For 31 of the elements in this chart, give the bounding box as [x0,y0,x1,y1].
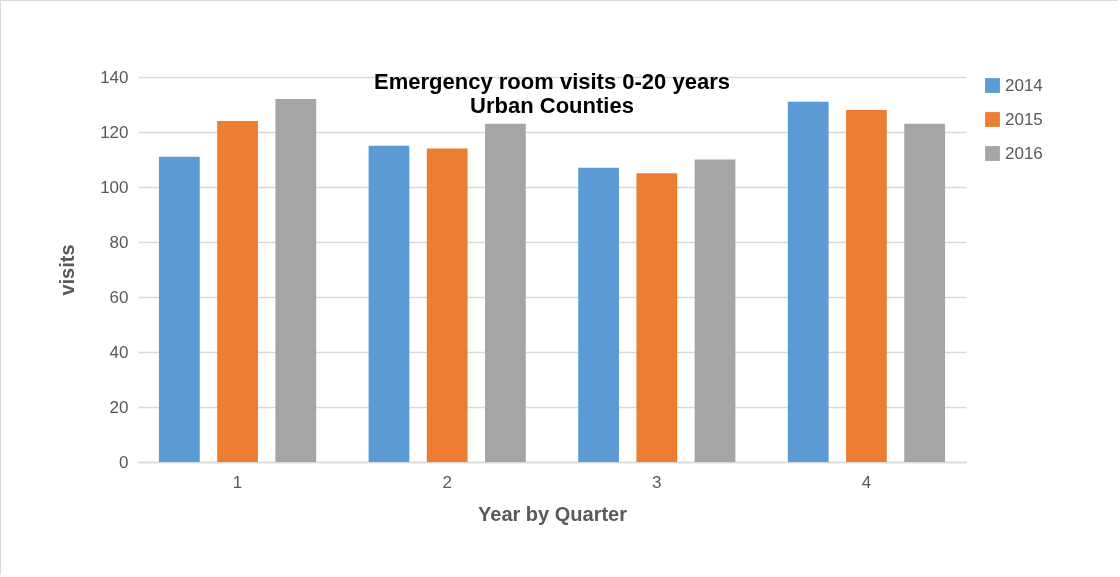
text: Emergency room visits 0-20 years [374,69,730,94]
bar [275,99,317,462]
x-axis-title: Year by Quarter [478,502,628,525]
y-tick-label: 80 [109,232,129,252]
bar [694,159,736,462]
bar [787,101,829,462]
x-tick-label: 2 [442,472,452,492]
text: Urban Counties [470,93,634,118]
y-tick-label: 20 [109,397,129,417]
x-tick-label: 1 [232,472,243,492]
bar [158,156,200,462]
bar [485,123,526,462]
legend-label: 2016 [1005,143,1043,163]
y-tick-label: 100 [100,177,129,197]
bar [846,110,887,462]
bar [636,173,678,462]
y-tick-label: 140 [100,67,129,87]
bar [217,121,258,462]
x-tick-label: 3 [652,472,662,492]
legend-label: 2015 [1005,109,1043,129]
y-tick-label: 120 [100,122,129,142]
y-tick-label: 40 [109,342,129,362]
bar [578,167,619,462]
bar [904,123,946,462]
bar [426,148,468,462]
y-tick-label: 60 [109,287,129,307]
y-tick-label: 0 [119,452,129,472]
x-tick-label: 4 [861,472,872,492]
bar [368,145,410,462]
legend-label: 2014 [1005,75,1043,95]
y-axis-title: visits [56,244,79,296]
